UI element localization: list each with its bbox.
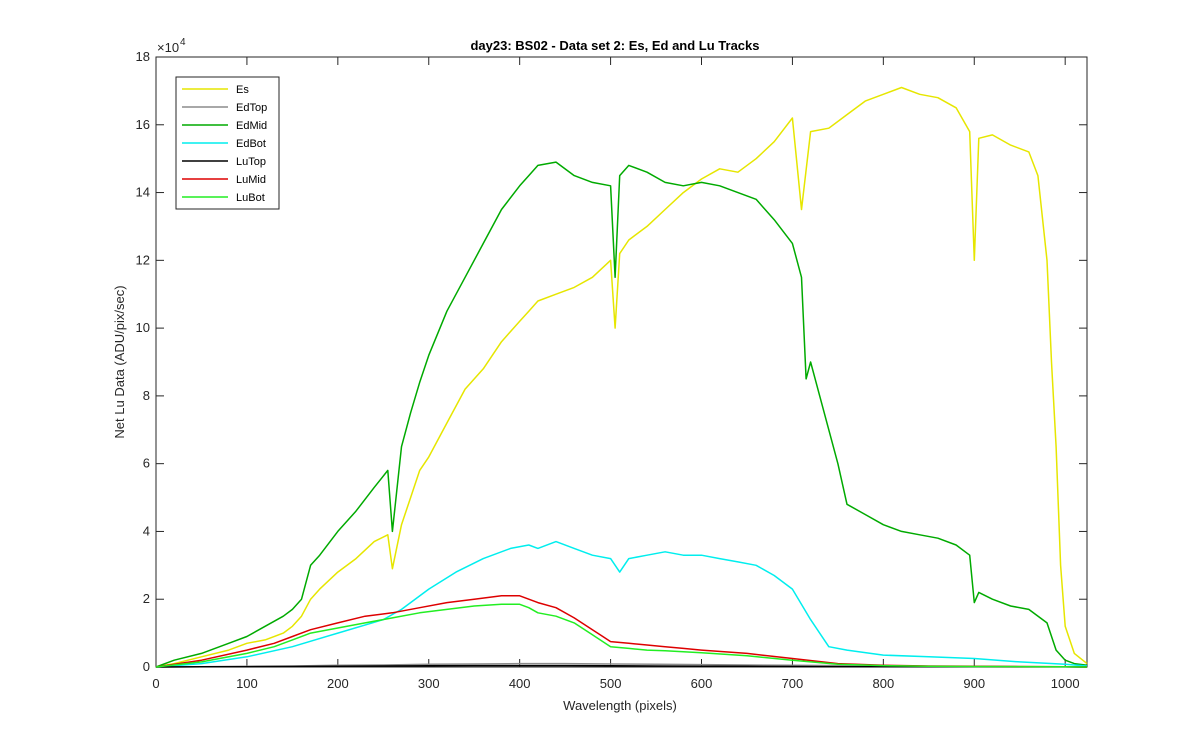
x-axis-ticks: 0 100 200 300 400 500 600 700 800 900 1000 [152,57,1080,691]
x-tick-label: 1000 [1051,676,1080,691]
y-exponent-base: ×10 [157,40,179,55]
x-tick-label: 800 [872,676,894,691]
x-tick-label: 300 [418,676,440,691]
legend-label-edbot: EdBot [236,138,266,150]
legend-label-edmid: EdMid [236,120,267,132]
axes [155,56,1088,668]
legend: Es EdTop EdMid EdBot LuTop LuMid LuBot [175,76,280,210]
x-tick-label: 400 [509,676,531,691]
legend-label-lumid: LuMid [236,174,266,186]
x-axis-label: Wavelength (pixels) [563,698,677,713]
series-lines [155,86,1088,668]
y-tick-label: 14 [136,185,150,200]
series-line-es [155,86,1088,668]
y-tick-label: 0 [143,659,150,674]
series-line-lubot [155,603,1088,668]
y-tick-label: 16 [136,117,150,132]
series-line-lumid [155,595,1088,668]
x-tick-label: 500 [600,676,622,691]
legend-label-edtop: EdTop [236,102,267,114]
series-line-edmid [155,161,1088,668]
y-tick-label: 6 [143,456,150,471]
y-exponent-power: 4 [180,37,186,48]
y-exponent-label: ×10 4 [157,37,186,55]
y-axis-ticks: 0 2 4 6 8 10 12 14 16 18 [136,49,1087,674]
x-tick-label: 100 [236,676,258,691]
y-tick-label: 12 [136,252,150,267]
y-axis-label: Net Lu Data (ADU/pix/sec) [112,285,127,438]
legend-label-es: Es [236,84,249,96]
x-tick-label: 700 [782,676,804,691]
y-tick-label: 18 [136,49,150,64]
chart-title: day23: BS02 - Data set 2: Es, Ed and Lu … [470,38,759,53]
y-tick-label: 2 [143,591,150,606]
legend-label-lutop: LuTop [236,156,266,168]
x-tick-label: 600 [691,676,713,691]
x-tick-label: 0 [152,676,159,691]
plot-area-box [155,56,1088,668]
x-tick-label: 900 [963,676,985,691]
y-tick-label: 4 [143,523,150,538]
y-tick-label: 8 [143,388,150,403]
legend-label-lubot: LuBot [236,192,265,204]
series-line-edbot [155,540,1088,668]
x-tick-label: 200 [327,676,349,691]
y-tick-label: 10 [136,320,150,335]
